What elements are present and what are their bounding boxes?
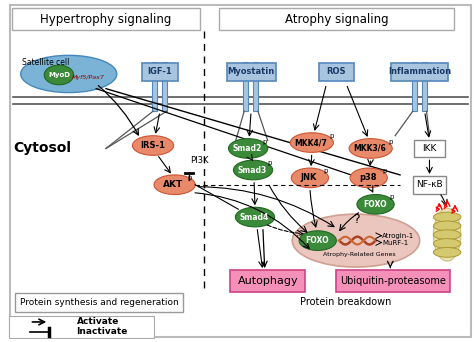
Text: MKK4/7: MKK4/7 — [294, 138, 328, 147]
Bar — [422, 62, 427, 111]
Text: Satellite cell: Satellite cell — [21, 58, 69, 67]
Ellipse shape — [132, 136, 173, 155]
Text: p: p — [329, 133, 334, 139]
Bar — [142, 63, 178, 81]
Text: IGF-1: IGF-1 — [147, 67, 172, 77]
Text: p38: p38 — [359, 173, 376, 182]
Text: Smad4: Smad4 — [239, 213, 269, 222]
Text: MKK3/6: MKK3/6 — [353, 144, 386, 153]
Bar — [337, 270, 450, 292]
Text: Atrophy-Related Genes: Atrophy-Related Genes — [323, 252, 395, 257]
Bar — [243, 62, 248, 111]
Ellipse shape — [349, 139, 392, 158]
Text: ?: ? — [353, 212, 359, 225]
Ellipse shape — [236, 207, 274, 227]
Text: ROS: ROS — [327, 67, 346, 77]
Bar — [12, 8, 200, 30]
Bar — [162, 62, 167, 111]
Ellipse shape — [433, 230, 461, 240]
Text: AKT: AKT — [163, 180, 183, 189]
Text: NF-κB: NF-κB — [416, 180, 443, 189]
Ellipse shape — [292, 214, 419, 267]
Text: p: p — [382, 168, 387, 174]
Text: Activate: Activate — [77, 317, 119, 327]
Text: Myostatin: Myostatin — [228, 67, 275, 77]
Bar — [15, 292, 183, 312]
Text: p: p — [187, 175, 191, 181]
Bar — [9, 316, 154, 338]
Text: Inflammation: Inflammation — [388, 67, 451, 77]
Text: FOXO: FOXO — [305, 236, 328, 245]
Text: Protein synthesis and regeneration: Protein synthesis and regeneration — [20, 298, 179, 307]
Bar — [152, 62, 157, 111]
Text: IKK: IKK — [422, 144, 437, 153]
Bar — [227, 63, 275, 81]
Bar — [412, 62, 417, 111]
Text: Smad3: Smad3 — [237, 166, 267, 174]
Text: MyoD: MyoD — [48, 72, 70, 78]
Bar — [219, 8, 454, 30]
Bar — [391, 63, 448, 81]
Bar — [414, 140, 445, 157]
Text: Inactivate: Inactivate — [77, 327, 128, 336]
Bar — [230, 270, 305, 292]
Ellipse shape — [290, 133, 333, 153]
Ellipse shape — [433, 248, 461, 257]
Ellipse shape — [433, 212, 461, 222]
Text: Hypertrophy signaling: Hypertrophy signaling — [40, 13, 172, 26]
Ellipse shape — [357, 195, 394, 214]
Text: MuRF-1: MuRF-1 — [383, 239, 409, 246]
Text: Cytosol: Cytosol — [13, 142, 71, 156]
Text: Atrophy signaling: Atrophy signaling — [284, 13, 388, 26]
Bar — [413, 176, 446, 194]
Ellipse shape — [433, 239, 461, 248]
Bar — [253, 62, 258, 111]
Text: p: p — [323, 168, 328, 174]
Text: Autophagy: Autophagy — [237, 276, 298, 286]
Text: FOXO: FOXO — [363, 200, 386, 209]
Ellipse shape — [21, 55, 117, 93]
Text: Ubiquitin-proteasome: Ubiquitin-proteasome — [340, 276, 446, 286]
Text: p: p — [267, 160, 272, 166]
Ellipse shape — [233, 160, 273, 180]
Text: Atrogin-1: Atrogin-1 — [383, 233, 415, 239]
Text: Myf5/Pax7: Myf5/Pax7 — [72, 75, 105, 80]
Text: p: p — [263, 139, 267, 145]
Ellipse shape — [154, 175, 195, 195]
Text: IRS-1: IRS-1 — [141, 141, 165, 150]
Text: p: p — [389, 195, 393, 200]
Ellipse shape — [228, 139, 268, 158]
Ellipse shape — [433, 221, 461, 231]
Text: p: p — [388, 139, 392, 145]
Ellipse shape — [433, 208, 461, 261]
Ellipse shape — [44, 65, 73, 85]
Ellipse shape — [350, 168, 387, 188]
Ellipse shape — [291, 168, 328, 188]
Text: Smad2: Smad2 — [233, 144, 262, 153]
Text: JNK: JNK — [301, 173, 317, 182]
Text: PI3K: PI3K — [190, 156, 209, 165]
Text: Protein breakdown: Protein breakdown — [301, 297, 392, 307]
Bar — [319, 63, 354, 81]
Ellipse shape — [299, 231, 337, 250]
